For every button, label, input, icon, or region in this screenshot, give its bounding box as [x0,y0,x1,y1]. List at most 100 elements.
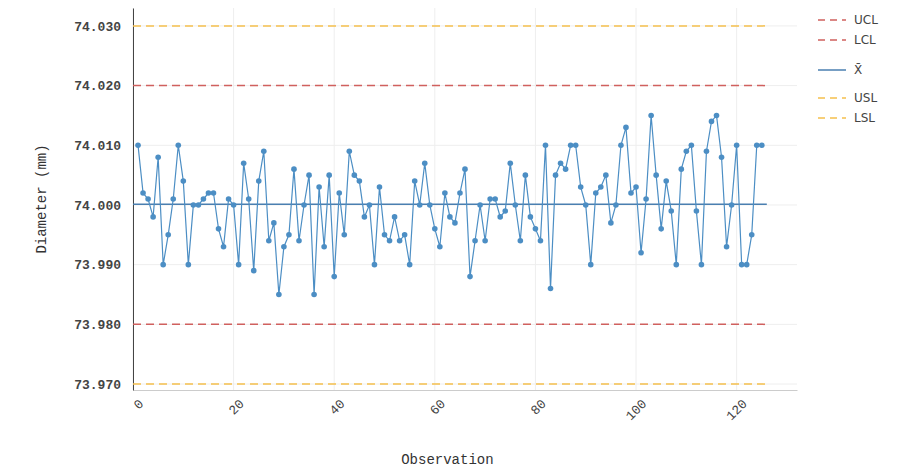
series-line [138,115,762,294]
data-point [673,262,679,268]
legend-label: LSL [854,111,875,125]
data-point [311,292,317,298]
grid-line [133,264,797,265]
data-point [759,142,765,148]
legend-swatch [818,69,846,71]
data-point [316,184,322,190]
data-point [588,262,594,268]
data-point [477,202,483,208]
data-point [191,202,197,208]
legend-item: UCL [818,13,878,27]
data-point [336,190,342,196]
data-point [543,142,549,148]
y-tick: 73.970 [74,378,133,393]
y-tick: 74.010 [74,139,133,154]
chart: 02040608010012073.97073.98073.99074.0007… [0,0,899,472]
data-point [251,268,257,274]
x-tick-label: 20 [226,397,248,419]
data-point [628,190,634,196]
data-point [281,244,287,250]
data-point [397,238,403,244]
data-point [155,154,161,160]
data-point [623,125,629,131]
data-point [140,190,146,196]
x-tick-label: 100 [623,397,650,424]
y-tick: 73.990 [74,258,133,273]
data-point [513,202,519,208]
x-tick: 120 [724,390,751,424]
grid-line [736,8,737,390]
x-tick: 100 [623,390,650,424]
data-point [638,250,644,256]
data-point [699,262,705,268]
legend-swatch [818,39,846,41]
data-point [593,190,599,196]
data-point [558,160,564,166]
data-point [502,208,508,214]
data-point [719,154,725,160]
data-point [286,232,292,238]
data-point [568,142,574,148]
legend-label: UCL [854,13,878,27]
y-tick-label: 74.030 [74,20,121,35]
data-point [573,142,579,148]
data-point [150,214,156,220]
data-point [618,142,624,148]
data-point [241,160,247,166]
data-point [201,196,207,202]
data-point [507,160,513,166]
data-point [216,226,222,232]
data-point [175,142,181,148]
x-tick: 40 [327,390,349,418]
plot: 02040608010012073.97073.98073.99074.0007… [74,8,797,424]
data-point [457,190,463,196]
data-point [714,113,720,119]
data-point [467,274,473,280]
data-point [548,286,554,292]
data-point [347,148,353,154]
data-point [744,262,750,268]
legend-item: LCL [818,33,876,47]
data-point [583,202,589,208]
grid-line [133,324,797,325]
data-point [518,238,524,244]
data-point [729,202,735,208]
data-point [658,226,664,232]
data-point [357,178,363,184]
y-axis: 73.97073.98073.99074.00074.01074.02074.0… [74,9,133,393]
x-axis: 020406080100120 [131,390,798,424]
data-point [301,202,307,208]
data-point [633,184,639,190]
data-point [407,262,413,268]
data-point [668,208,674,214]
data-point [679,166,685,172]
y-axis-title: Diameter (mm) [34,144,50,253]
data-point [643,196,649,202]
x-tick: 80 [528,390,550,418]
data-point [739,262,745,268]
x-axis-title: Observation [401,452,493,468]
data-point [432,226,438,232]
data-point [689,142,695,148]
data-point [145,196,151,202]
data-point [492,196,498,202]
data-point [387,238,393,244]
data-point [181,178,187,184]
data-point [246,196,252,202]
data-point [533,226,539,232]
data-point [331,274,337,280]
data-point [437,244,443,250]
data-point [487,196,493,202]
data-point [206,190,212,196]
y-tick-label: 74.000 [74,199,121,214]
data-point [523,172,529,178]
data-point [306,172,312,178]
y-tick-label: 73.970 [74,378,121,393]
data-point [553,172,559,178]
x-tick-label: 40 [327,397,349,419]
data-point [704,148,710,154]
data-point [196,202,202,208]
data-point [276,292,282,298]
grid-line [434,8,435,390]
data-point [271,220,277,226]
